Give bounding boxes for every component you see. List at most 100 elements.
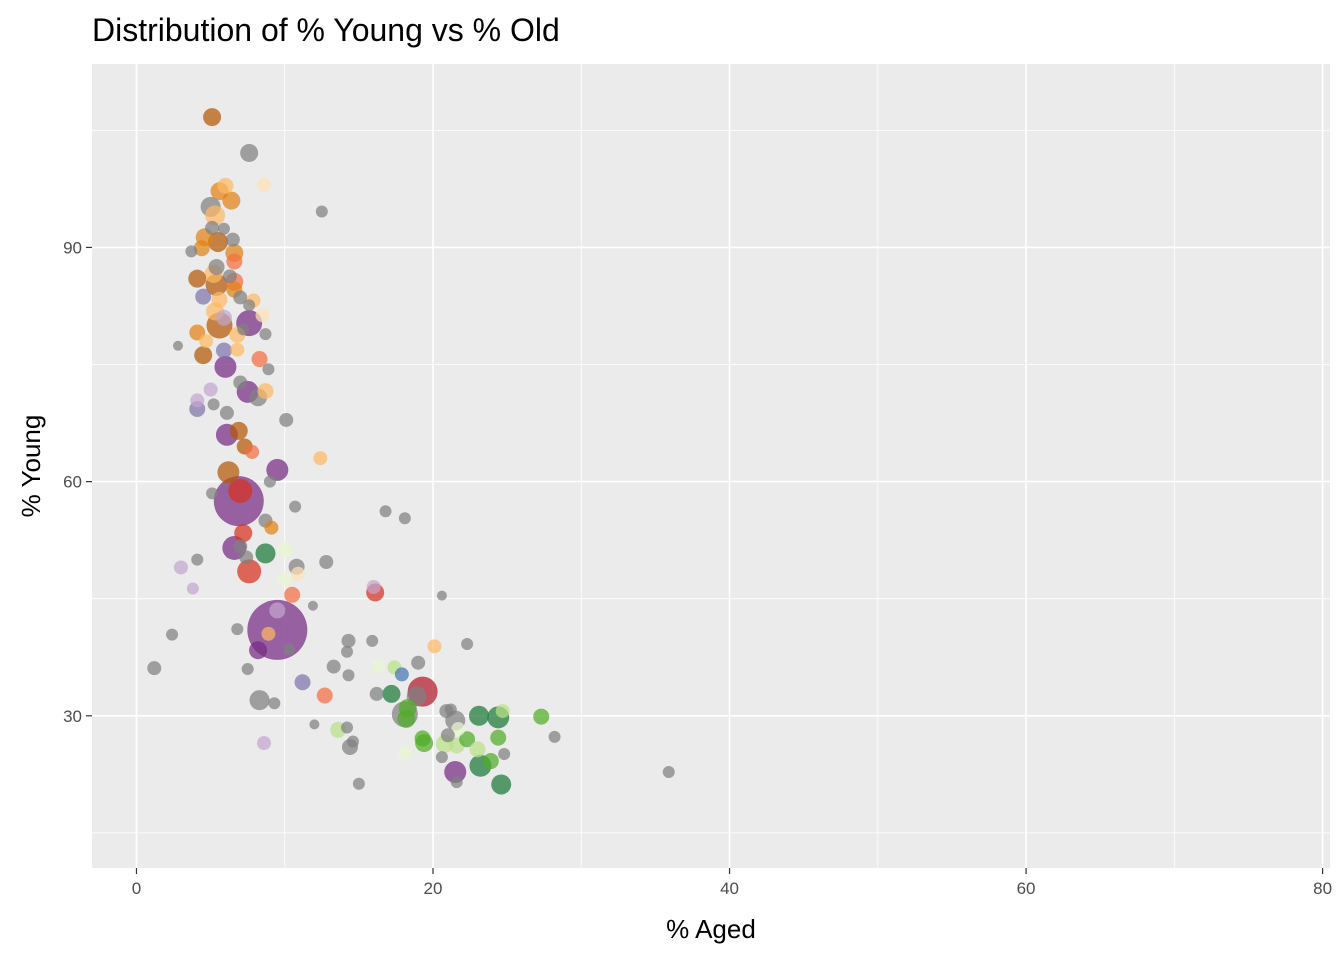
- data-point: [205, 220, 220, 235]
- data-point: [262, 363, 275, 376]
- data-point: [341, 645, 354, 658]
- data-point: [459, 731, 476, 748]
- data-point: [352, 777, 365, 790]
- y-tick-label: 30: [63, 707, 82, 726]
- data-point: [371, 659, 386, 674]
- data-point: [397, 746, 412, 761]
- data-point: [382, 684, 401, 703]
- data-point: [342, 669, 355, 682]
- data-point: [243, 299, 256, 312]
- chart-title: Distribution of % Young vs % Old: [92, 12, 560, 48]
- data-point: [259, 328, 272, 341]
- data-point: [469, 741, 486, 758]
- data-point: [662, 765, 675, 778]
- data-point: [397, 709, 416, 728]
- data-point: [222, 191, 241, 210]
- data-point: [291, 566, 306, 581]
- data-point: [309, 719, 320, 730]
- data-point: [186, 582, 199, 595]
- data-point: [491, 774, 512, 795]
- data-point: [269, 602, 286, 619]
- data-point: [482, 753, 499, 770]
- data-point: [203, 108, 222, 127]
- data-points: [147, 108, 675, 795]
- data-point: [240, 143, 259, 162]
- data-point: [341, 633, 356, 648]
- data-point: [194, 346, 213, 365]
- data-point: [366, 634, 379, 647]
- data-point: [498, 748, 511, 761]
- data-point: [256, 177, 271, 192]
- data-point: [369, 686, 384, 701]
- data-point: [379, 505, 392, 518]
- data-point: [231, 623, 244, 636]
- data-point: [166, 628, 179, 641]
- x-tick-label: 80: [1313, 879, 1332, 898]
- x-axis-title: % Aged: [666, 914, 756, 944]
- data-point: [249, 641, 268, 660]
- data-point: [190, 393, 205, 408]
- data-point: [411, 655, 426, 670]
- data-point: [294, 674, 311, 691]
- data-point: [239, 550, 254, 565]
- x-tick-label: 60: [1017, 879, 1036, 898]
- data-point: [264, 520, 279, 535]
- data-point: [346, 735, 359, 748]
- data-point: [450, 776, 463, 789]
- data-point: [315, 205, 328, 218]
- data-point: [277, 572, 292, 587]
- data-point: [230, 342, 245, 357]
- data-point: [261, 626, 276, 641]
- data-point: [289, 500, 302, 513]
- data-point: [185, 245, 198, 258]
- data-point: [284, 586, 301, 603]
- data-point: [440, 728, 455, 743]
- data-point: [207, 398, 220, 411]
- data-point: [245, 444, 260, 459]
- data-point: [147, 661, 162, 676]
- data-point: [193, 240, 210, 257]
- data-point: [233, 375, 248, 390]
- data-point: [217, 222, 230, 235]
- data-point: [215, 342, 232, 359]
- data-point: [229, 421, 248, 440]
- data-point: [256, 736, 271, 751]
- data-point: [313, 451, 328, 466]
- data-point: [257, 383, 274, 400]
- data-point: [195, 288, 212, 305]
- data-point: [266, 458, 289, 481]
- data-point: [188, 269, 207, 288]
- data-point: [490, 729, 507, 746]
- data-point: [233, 290, 248, 305]
- data-point: [398, 512, 411, 525]
- data-point: [249, 690, 270, 711]
- data-point: [211, 291, 228, 308]
- data-point: [326, 659, 341, 674]
- data-point: [495, 704, 510, 719]
- data-point: [341, 721, 354, 734]
- data-point: [255, 308, 270, 323]
- data-point: [414, 730, 431, 747]
- data-point: [237, 559, 262, 584]
- data-point: [234, 524, 253, 543]
- data-point: [173, 560, 188, 575]
- data-point: [436, 590, 447, 601]
- major-gridlines: [92, 64, 1330, 868]
- data-point: [444, 760, 467, 783]
- data-point: [255, 543, 276, 564]
- data-point: [219, 405, 234, 420]
- data-point: [279, 412, 294, 427]
- data-point: [548, 730, 561, 743]
- data-point: [366, 579, 381, 594]
- data-point: [268, 697, 281, 710]
- data-point: [468, 705, 489, 726]
- data-point: [215, 309, 232, 326]
- data-point: [199, 334, 214, 349]
- data-point: [319, 555, 334, 570]
- data-point: [208, 258, 225, 275]
- x-tick-label: 40: [720, 879, 739, 898]
- data-point: [241, 662, 254, 675]
- data-point: [228, 478, 253, 503]
- data-point: [533, 708, 550, 725]
- data-point: [251, 351, 268, 368]
